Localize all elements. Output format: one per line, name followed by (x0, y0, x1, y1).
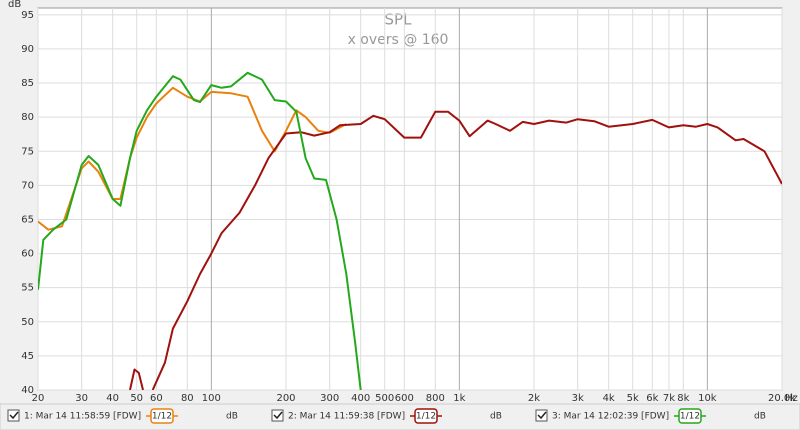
smoothing-box[interactable] (414, 408, 438, 424)
x-axis-label: Hz (785, 393, 798, 404)
y-tick-label: 95 (21, 10, 34, 21)
x-tick-label: 5k (627, 393, 639, 404)
x-tick-label: 20 (32, 393, 45, 404)
x-tick-label: 8k (677, 393, 689, 404)
plot-area (37, 7, 783, 391)
y-tick-label: 55 (21, 283, 34, 294)
x-tick-label: 7k (663, 393, 675, 404)
checkmark (273, 411, 283, 420)
smoothing-label: 1/12 (152, 412, 172, 422)
smoothing-box[interactable] (150, 408, 174, 424)
x-tick-label: 50 (130, 393, 143, 404)
checkmark (9, 411, 19, 420)
chart-title: SPL (385, 11, 413, 29)
legend-unit: dB (226, 412, 238, 422)
y-tick-label: 65 (21, 214, 34, 225)
legend-name: 2: Mar 14 11:59:38 [FDW] (288, 412, 405, 422)
x-tick-label: 6k (646, 393, 658, 404)
legend-unit: dB (490, 412, 502, 422)
series-line (38, 71, 362, 390)
x-tick-label: 2k (528, 393, 540, 404)
legend-name: 3: Mar 14 12:02:39 [FDW] (552, 412, 669, 422)
x-tick-label: 800 (426, 393, 445, 404)
y-tick-label: 75 (21, 146, 34, 157)
y-tick-label: 90 (21, 44, 34, 55)
x-tick-label: 1k (453, 393, 465, 404)
x-tick-label: 60 (150, 393, 163, 404)
x-tick-label: 40 (106, 393, 119, 404)
y-axis-label: dB (8, 0, 21, 10)
y-tick-label: 85 (21, 78, 34, 89)
y-tick-label: 70 (21, 180, 34, 191)
legend-checkbox[interactable] (535, 409, 548, 422)
smoothing-label: 1/12 (416, 412, 436, 422)
legend-checkbox[interactable] (271, 409, 284, 422)
x-tick-label: 100 (202, 393, 221, 404)
chart-subtitle: x overs @ 160 (348, 32, 449, 48)
x-tick-label: 400 (351, 393, 370, 404)
x-tick-label: 10k (698, 393, 717, 404)
x-tick-label: 500 (375, 393, 394, 404)
y-tick-label: 60 (21, 249, 34, 260)
x-tick-label: 3k (572, 393, 584, 404)
x-tick-label: 300 (320, 393, 339, 404)
y-tick-label: 80 (21, 112, 34, 123)
x-tick-label: 4k (603, 393, 615, 404)
x-tick-label: 600 (395, 393, 414, 404)
x-tick-label: 30 (75, 393, 88, 404)
y-tick-label: 45 (21, 351, 34, 362)
y-tick-label: 40 (21, 385, 34, 396)
x-tick-label: 20.0k (768, 393, 796, 404)
legend-bar (0, 403, 800, 430)
series-line (129, 110, 782, 390)
smoothing-label: 1/12 (680, 412, 700, 422)
x-tick-label: 200 (276, 393, 295, 404)
smoothing-box[interactable] (678, 408, 702, 424)
legend-unit: dB (754, 412, 766, 422)
series-line (38, 86, 347, 231)
checkmark (537, 411, 547, 420)
legend-name: 1: Mar 14 11:58:59 [FDW] (24, 412, 141, 422)
y-tick-label: 50 (21, 317, 34, 328)
legend-checkbox[interactable] (7, 409, 20, 422)
x-tick-label: 80 (181, 393, 194, 404)
